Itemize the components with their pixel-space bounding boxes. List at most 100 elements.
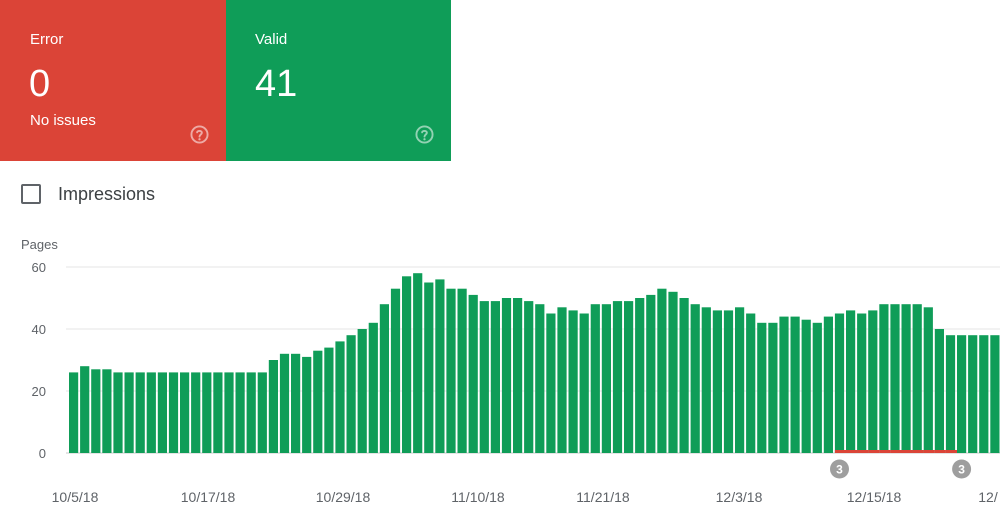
x-tick-label: 12/15/18 — [847, 489, 902, 505]
pages-bar-chart: Pages 0 20 40 60 3 3 10/5/18 10/17/18 10/29/18 11/… — [0, 230, 1000, 526]
bar — [834, 313, 845, 453]
x-tick-label: 12/3/18 — [716, 489, 763, 505]
bar — [379, 304, 389, 453]
chart-svg: Pages 0 20 40 60 3 3 10/5/18 10/17/18 10/29/18 11/… — [21, 237, 1000, 505]
bar — [690, 304, 700, 453]
error-bar — [890, 450, 902, 453]
error-bar — [868, 450, 880, 453]
bar — [568, 310, 578, 453]
valid-status-card[interactable]: Valid 41 — [226, 0, 451, 161]
error-bar — [901, 450, 913, 453]
bar — [546, 313, 556, 453]
error-subtitle: No issues — [30, 112, 96, 129]
bar — [535, 304, 545, 453]
bar — [413, 273, 423, 453]
bar — [435, 279, 445, 453]
bar — [746, 313, 756, 453]
bar — [490, 301, 500, 453]
valid-count: 41 — [255, 63, 298, 105]
bar — [313, 350, 323, 453]
bar — [801, 319, 811, 453]
impressions-toggle[interactable]: Impressions — [21, 182, 155, 206]
bar — [402, 276, 412, 453]
error-bar — [945, 450, 957, 453]
error-bar — [879, 450, 891, 453]
bar — [557, 307, 567, 453]
bar — [513, 298, 523, 453]
bar — [823, 316, 833, 453]
help-circle-icon[interactable] — [415, 125, 434, 144]
annotation-marker — [830, 459, 849, 479]
bar — [979, 335, 989, 453]
bar — [80, 366, 90, 453]
x-tick-label: 10/29/18 — [316, 489, 371, 505]
bar — [768, 322, 778, 453]
y-tick-label: 20 — [32, 384, 46, 399]
bar — [357, 329, 367, 453]
bar — [579, 313, 589, 453]
bar — [302, 356, 312, 453]
bar — [657, 288, 667, 453]
bar — [923, 307, 933, 453]
bar — [735, 307, 745, 453]
bar — [701, 307, 711, 453]
bar — [368, 322, 378, 453]
error-bar — [923, 450, 935, 453]
bar — [890, 304, 900, 453]
status-summary: Error 0 No issues Valid 41 — [0, 0, 451, 161]
bar — [468, 294, 478, 453]
bar — [113, 372, 123, 453]
y-axis-label: Pages — [21, 237, 58, 252]
bar — [279, 353, 290, 453]
bar — [135, 372, 145, 453]
error-status-card[interactable]: Error 0 No issues — [0, 0, 226, 161]
bar — [646, 294, 656, 453]
bar — [812, 322, 822, 453]
bar — [257, 372, 267, 453]
bar — [69, 372, 79, 453]
bar — [912, 304, 922, 453]
bar — [235, 372, 245, 453]
help-circle-icon[interactable] — [190, 125, 209, 144]
error-title: Error — [30, 31, 64, 48]
x-tick-label: 12/ — [978, 489, 998, 505]
bar — [934, 329, 944, 453]
bar — [957, 335, 967, 453]
bar — [879, 304, 889, 453]
bar — [424, 282, 434, 453]
bar — [945, 335, 956, 453]
bar — [723, 310, 734, 453]
bar — [291, 353, 301, 453]
y-tick-label: 0 — [39, 446, 46, 461]
bar — [479, 301, 489, 453]
bar — [624, 301, 634, 453]
error-bar — [857, 450, 869, 453]
bar — [102, 369, 112, 453]
error-bar — [834, 450, 846, 453]
bar — [612, 301, 623, 453]
bar — [524, 301, 534, 453]
bar — [91, 369, 101, 453]
bar — [146, 372, 156, 453]
y-tick-label: 40 — [32, 322, 46, 337]
x-tick-label: 11/21/18 — [576, 489, 630, 505]
valid-title: Valid — [255, 31, 288, 48]
impressions-checkbox[interactable] — [21, 184, 41, 204]
error-bar — [846, 450, 858, 453]
bar — [712, 310, 722, 453]
bar — [635, 298, 645, 453]
bar — [180, 372, 190, 453]
bar — [268, 360, 278, 453]
bar — [968, 335, 978, 453]
bar — [857, 313, 867, 453]
bar — [191, 372, 201, 453]
bar — [846, 310, 856, 453]
bar — [501, 298, 512, 453]
error-count: 0 — [29, 63, 51, 105]
bar — [335, 341, 345, 453]
y-tick-label: 60 — [32, 260, 46, 275]
x-tick-label: 11/10/18 — [451, 489, 505, 505]
bar — [124, 372, 134, 453]
bar — [757, 322, 767, 453]
